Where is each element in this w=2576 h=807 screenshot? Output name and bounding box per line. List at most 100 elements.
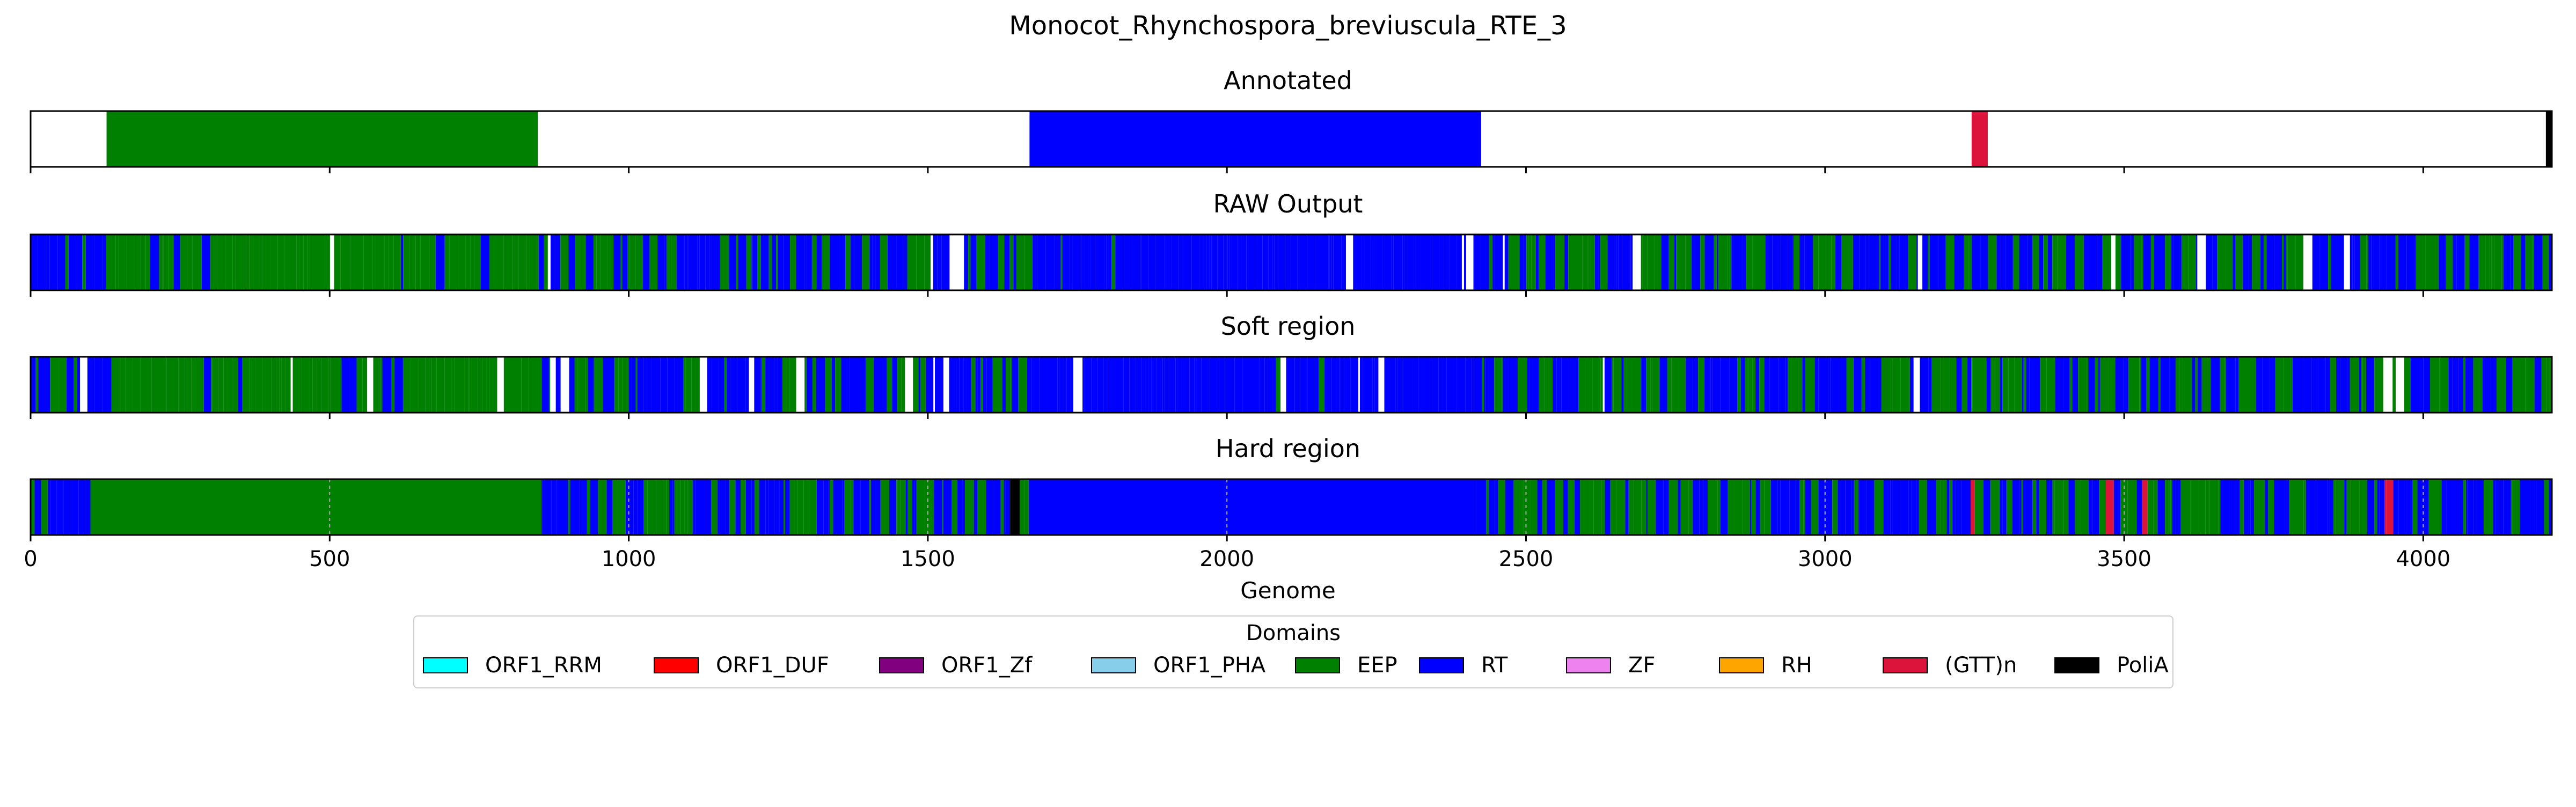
segment-rt [1954,234,1962,290]
segment-rt [1403,357,1413,413]
segment-eep [593,234,597,290]
segment-eep [544,234,548,290]
segment-rt [1095,234,1104,290]
segment-rt [1123,357,1130,413]
segment-rt [1268,357,1272,413]
segment-rt [2354,234,2360,290]
legend-item: EEP [1295,652,1397,679]
segment-eep [1024,234,1033,290]
segment-rt [1661,234,1669,290]
segment-rt [862,357,866,413]
segment-rt [2002,479,2007,535]
segment-rt [1391,234,1394,290]
segment-eep [1879,234,1881,290]
segment-eep [166,357,174,413]
segment-eep [808,479,817,535]
segment-eep [568,479,570,535]
segment-eep [880,234,888,290]
segment-eep [178,357,185,413]
segment-rt [966,357,972,413]
segment-eep [419,357,426,413]
segment-rt [1785,357,1788,413]
segment-eep [691,357,700,413]
segment-eep [627,234,630,290]
segment-rt [1887,479,1891,535]
segment-eep [1020,479,1025,535]
segment-eep [1528,234,1532,290]
segment-eep [1700,234,1705,290]
segment-eep [2346,479,2351,535]
segment-rt [2028,234,2032,290]
segment-rt [2092,479,2099,535]
segment-eep [2533,234,2535,290]
legend-items: ORF1_RRM ORF1_DUF ORF1_Zf ORF1_PHA EEP RT ZF RH… [423,652,2169,679]
segment-rt [2506,357,2513,413]
segment-rt [778,357,782,413]
segment-rt [1137,357,1142,413]
segment-rt [70,479,79,535]
segment-eep [622,357,626,413]
segment-eep [334,234,341,290]
segment-rt [1054,234,1061,290]
segment-rt [1217,234,1224,290]
segment-eep [2099,357,2104,413]
segment-rt [1805,479,1811,535]
segment-rt [1464,234,1466,290]
segment-eep [151,357,158,413]
segment-rt [1164,234,1172,290]
segment-rt [1474,357,1482,413]
segment-rt [1432,234,1440,290]
segment-rt [672,479,675,535]
segment-eep [362,357,368,413]
segment-rt [1899,234,1906,290]
segment-rt [2398,479,2405,535]
segment-rt [1432,357,1439,413]
segment-eep [901,357,905,413]
segment-rt [1629,234,1631,290]
segment-rt [2274,479,2278,535]
segment-rt [554,234,561,290]
segment-eep [512,234,515,290]
segment-eep [844,479,851,535]
segment-rt [2458,234,2465,290]
segment-eep [2069,357,2073,413]
segment-eep [2181,234,2189,290]
segment-rt [1264,357,1268,413]
segment-rt [660,357,668,413]
segment-rt [833,479,843,535]
segment-eep [135,234,141,290]
segment-eep [296,234,299,290]
segment-eep [581,234,586,290]
segment-eep [1811,479,1819,535]
segment-rt [1237,234,1242,290]
segment-rt [2367,479,2375,535]
segment-rt [580,479,587,535]
segment-rt [2465,479,2468,535]
segment-rt [2197,357,2202,413]
track-frame [30,233,2553,291]
segment-eep [560,234,569,290]
segment-rt [2226,357,2230,413]
segment-eep [2224,357,2226,413]
segment-(gtt)n [2386,479,2394,535]
segment-eep [1585,357,1593,413]
segment-rt [611,357,614,413]
segment-rt [1066,357,1071,413]
segment-eep [319,357,321,413]
segment-rt [1835,234,1841,290]
segment-eep [618,357,623,413]
segment-rt [1151,357,1154,413]
segment-rt [730,357,737,413]
segment-rt [628,357,632,413]
segment-eep [2158,357,2161,413]
segment-eep [1531,234,1536,290]
segment-rt [394,357,403,413]
segment-eep [913,357,919,413]
segment-eep [106,111,538,167]
segment-eep [1962,357,1967,413]
segment-rt [1553,357,1557,413]
segment-rt [1274,357,1276,413]
segment-rt [1561,357,1570,413]
segment-rt [1764,357,1770,413]
segment-rt [765,357,774,413]
